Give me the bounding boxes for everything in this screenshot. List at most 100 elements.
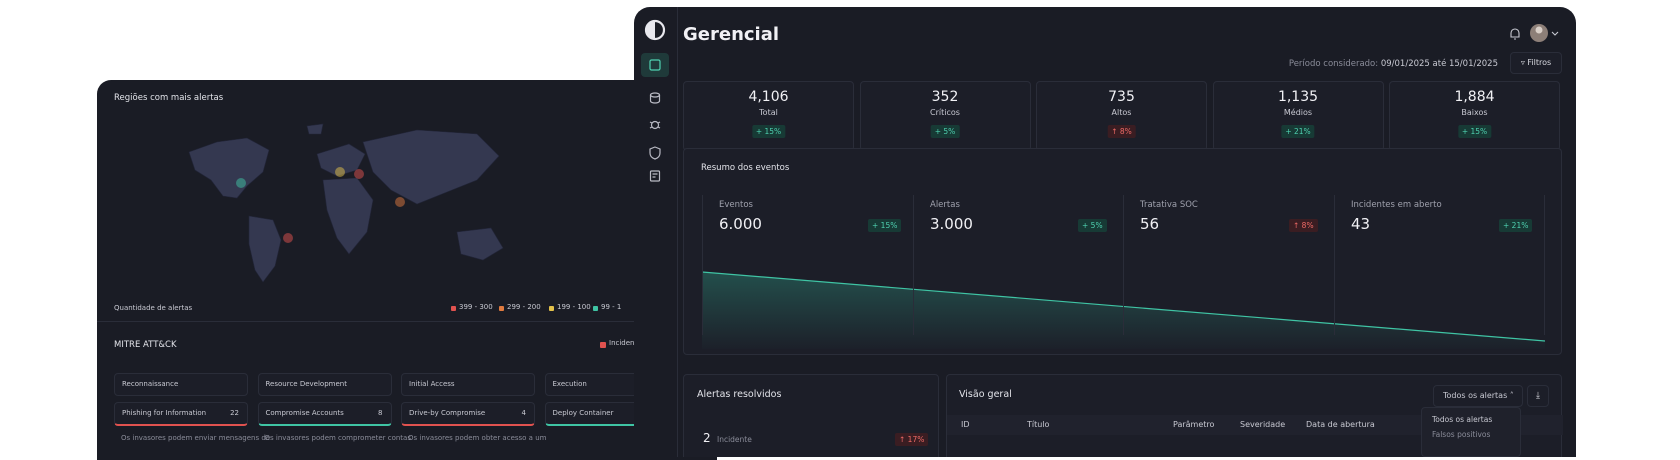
legend-swatch: [451, 306, 456, 311]
kpi-change: + 5%: [930, 125, 960, 138]
mitre-legend: Incidentes: [609, 339, 646, 347]
technique-count: 8: [378, 409, 383, 417]
legend-swatch: [549, 306, 554, 311]
metric-label: Tratativa SOC: [1140, 200, 1198, 210]
dropdown-menu: Todos os alertas Falsos positivos: [1421, 407, 1521, 457]
technique-description: Os invasores podem comprometer contas: [264, 434, 411, 442]
legend-swatch: [593, 306, 598, 311]
metric-value: 56: [1140, 215, 1160, 233]
page-title: Gerencial: [683, 24, 780, 45]
kpi-card: 735 Altos ↑ 8%: [1036, 81, 1207, 151]
kpi-change: ↑ 8%: [1107, 125, 1136, 138]
menu-item[interactable]: Todos os alertas: [1432, 415, 1493, 424]
kpi-card: 4,106 Total + 15%: [683, 81, 854, 151]
period: Período considerado: 09/01/2025 até 15/0…: [1289, 59, 1498, 69]
nav-item-active[interactable]: [641, 53, 669, 77]
legend-swatch: [499, 306, 504, 311]
kpi-row: 4,106 Total + 15% 352 Críticos + 5% 735 Altos ↑ …: [634, 7, 1576, 167]
tactic-header: Initial Access: [401, 373, 535, 396]
technique-item[interactable]: Drive-by Compromise 4: [401, 402, 535, 426]
resolved-label: Incidente: [717, 435, 752, 444]
tactic-name: Initial Access: [409, 380, 455, 388]
kpi-value: 1,135: [1277, 89, 1319, 105]
menu-item[interactable]: Falsos positivos: [1432, 430, 1491, 439]
technique-description: Os invasores podem obter acesso a um: [408, 434, 547, 442]
column-header[interactable]: Título: [1027, 420, 1050, 429]
metric-change: ↑ 8%: [1289, 219, 1318, 232]
technique-item[interactable]: Compromise Accounts 8: [257, 402, 392, 426]
dashboard: Gerencial Período considerado: 09/01/202…: [634, 7, 1576, 457]
metric-divider: [913, 195, 914, 335]
map-marker: [283, 233, 293, 243]
metric-label: Incidentes em aberto: [1351, 200, 1442, 210]
nav-icons[interactable]: [641, 87, 669, 207]
kpi-label: Baixos: [1461, 108, 1488, 117]
technique-name: Phishing for Information: [122, 409, 207, 417]
kpi-change: + 15%: [1457, 125, 1492, 138]
map-title: Regiões com mais alertas: [114, 93, 224, 103]
divider: [97, 321, 717, 322]
technique-name: Drive-by Compromise: [409, 409, 486, 417]
kpi-card: 1,884 Baixos + 15%: [1389, 81, 1560, 151]
metric-change: + 5%: [1078, 219, 1107, 232]
metric-value: 3.000: [930, 215, 973, 233]
kpi-change: + 15%: [751, 125, 786, 138]
kpi-label: Críticos: [930, 108, 960, 117]
resolved-title: Alertas resolvidos: [697, 389, 782, 400]
user-controls[interactable]: [1504, 21, 1564, 45]
column-header[interactable]: Severidade: [1240, 420, 1286, 429]
metric-divider: [1544, 195, 1545, 335]
technique-count: 22: [230, 409, 239, 417]
tactic-name: Resource Development: [265, 380, 347, 388]
legend-label: 399 - 300: [459, 303, 493, 311]
legend: 399 - 300 299 - 200 199 - 100 99 - 1: [451, 303, 711, 315]
kpi-label: Médios: [1283, 108, 1313, 117]
column-header[interactable]: Data de abertura: [1306, 420, 1375, 429]
summary-title: Resumo dos eventos: [701, 163, 790, 173]
kpi-value: 4,106: [748, 89, 789, 105]
metric-change: + 15%: [868, 219, 902, 232]
legend-label: 299 - 200: [507, 303, 541, 311]
legend-label: 99 - 1: [601, 303, 622, 311]
map-panel: Regiões com mais alertas Quantidade de a…: [97, 80, 717, 460]
column-header[interactable]: ID: [961, 420, 970, 429]
resolved-change: ↑ 17%: [895, 433, 929, 446]
dropdown-label: Todos os alertas: [1443, 391, 1508, 400]
overview-title: Visão geral: [959, 389, 1012, 400]
table-columns: ID Título Parâmetro Severidade Data de abert…: [947, 375, 1563, 457]
technique-item[interactable]: Phishing for Information 22: [114, 402, 248, 426]
map-marker: [354, 169, 364, 179]
period-label: Período considerado:: [1288, 59, 1379, 69]
logo: [644, 19, 666, 41]
kpi-card: 352 Críticos + 5%: [859, 81, 1031, 151]
filter-label: Filtros: [1527, 58, 1552, 67]
kpi-value: 352: [931, 89, 959, 105]
map-marker: [236, 178, 246, 188]
mitre-grid: Reconnaissance Phishing for Information 22…: [97, 80, 717, 460]
download-button[interactable]: ⤓: [1527, 385, 1549, 407]
technique-name: Compromise Accounts: [265, 409, 344, 417]
kpi-label: Altos: [1111, 108, 1132, 117]
mitre-title: MITRE ATT&CK: [114, 340, 177, 350]
world-map: [188, 123, 504, 283]
map-marker: [335, 167, 345, 177]
tactic-header: Reconnaissance: [114, 373, 248, 396]
technique-name: Deploy Container: [552, 409, 614, 417]
technique-description: Os invasores podem enviar mensagens de: [121, 434, 271, 442]
period-value: 09/01/2025 até 15/01/2025: [1380, 59, 1498, 69]
page: Regiões com mais alertas Quantidade de a…: [97, 7, 1576, 460]
tactic-name: Execution: [552, 380, 587, 388]
kpi-value: 1,884: [1454, 89, 1495, 105]
resolved-card: Alertas resolvidos 2 Incidente ↑ 17%: [683, 374, 939, 457]
kpi-change: + 21%: [1281, 125, 1315, 138]
filter-button[interactable]: ▿ Filtros: [1510, 52, 1562, 74]
map-marker: [395, 197, 405, 207]
sidebar-divider: [677, 7, 678, 457]
tactic-header: Resource Development: [257, 373, 392, 396]
metric-divider: [1123, 195, 1124, 335]
filter-dropdown[interactable]: Todos os alertas ˄: [1433, 385, 1523, 407]
metric-label: Alertas: [930, 200, 960, 210]
kpi-value: 735: [1108, 89, 1135, 105]
metric-change: + 21%: [1499, 219, 1533, 232]
column-header[interactable]: Parâmetro: [1173, 420, 1215, 429]
